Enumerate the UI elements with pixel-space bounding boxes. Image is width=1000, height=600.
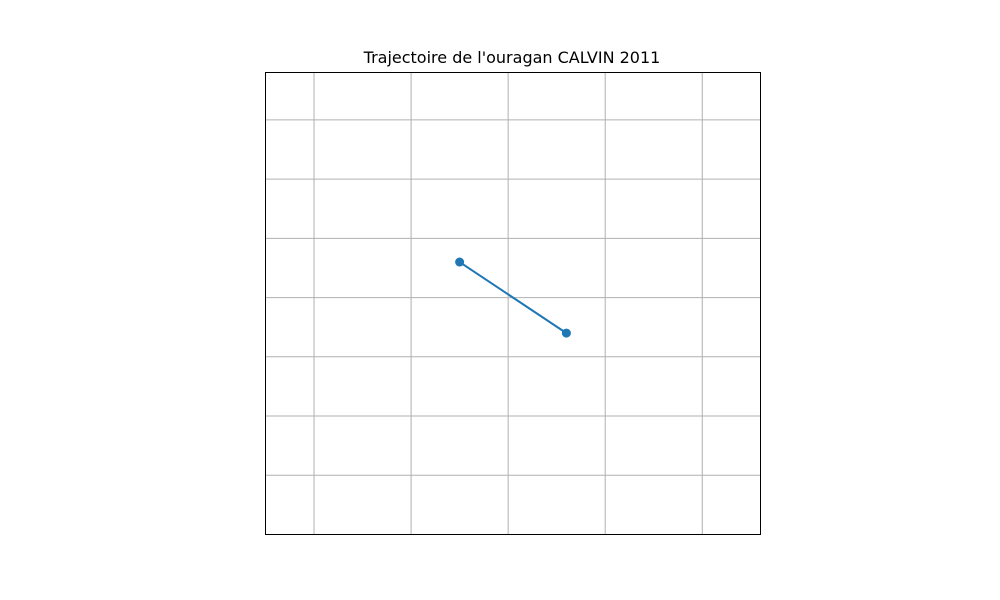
trajectory-line-0 bbox=[459, 261, 567, 334]
chart-title: Trajectoire de l'ouragan CALVIN 2011 bbox=[363, 48, 661, 67]
trajectory-point-1 bbox=[561, 328, 571, 338]
trajectory-point-0 bbox=[455, 257, 465, 267]
grid bbox=[265, 72, 761, 535]
plot-frame bbox=[265, 72, 761, 535]
series-group bbox=[455, 257, 571, 338]
